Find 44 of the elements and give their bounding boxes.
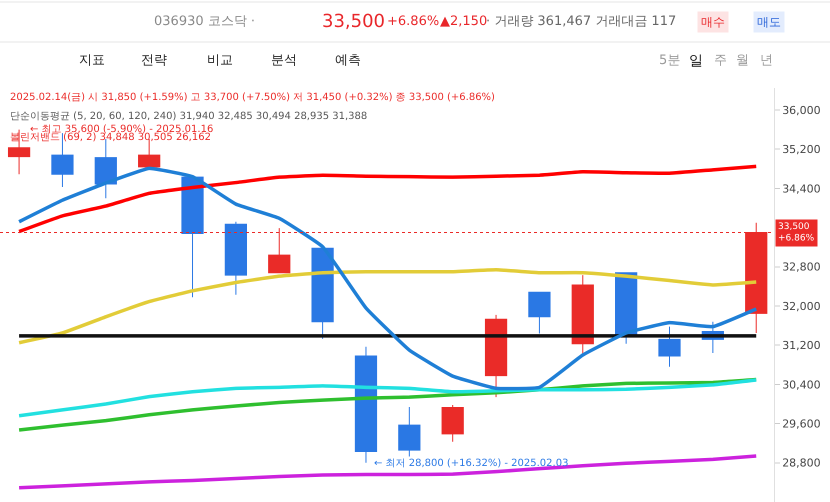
text: 매수 <box>701 15 725 29</box>
line-series <box>17 268 758 345</box>
text: 036930 코스닥 · <box>154 14 256 29</box>
text: 월 <box>736 53 749 68</box>
candlestick <box>181 174 204 298</box>
text: 전략 <box>141 53 167 68</box>
y-tick-label: 35,200 <box>782 143 821 156</box>
ref-line-label: 33,500 +6.86% <box>778 222 815 244</box>
candlestick <box>398 406 420 457</box>
y-tick-label: 30,400 <box>782 378 821 392</box>
y-tick-label: 29,600 <box>782 417 821 430</box>
text: · 거래량 361,467 거래대금 117 <box>486 14 676 29</box>
text: 지표 <box>79 53 105 68</box>
annotation: 단순이동평균 (5, 20, 60, 120, 240) 31,940 32,485 30,494 28,935 31,388 <box>10 111 368 122</box>
line-series <box>17 378 758 418</box>
text: 년 <box>760 53 773 68</box>
candlestick <box>484 314 508 398</box>
annotation: ← 최저 28,800 (+16.32%) - 2025.02.03 <box>374 458 568 469</box>
candlestick <box>311 248 334 340</box>
candlestick <box>572 274 594 356</box>
text: 주 <box>714 53 727 68</box>
text: 예측 <box>335 53 361 68</box>
text: ▲2,150 <box>440 14 488 29</box>
text: 분석 <box>271 53 297 68</box>
text: 일 <box>689 53 703 69</box>
line-series <box>17 164 758 234</box>
text: +6.86% <box>387 14 440 29</box>
candlestick <box>528 292 551 334</box>
y-tick-label: 31,200 <box>782 339 821 352</box>
y-tick-label: 32,000 <box>782 300 821 313</box>
candlestick <box>442 404 464 442</box>
text: 33,500 <box>322 11 385 32</box>
y-tick-label: 32,800 <box>782 260 821 274</box>
y-tick-label: 28,800 <box>782 456 821 470</box>
candlestick <box>224 221 248 296</box>
candlestick <box>658 326 681 368</box>
annotation: 2025.02.14(금) 시 31,850 (+1.59%) 고 33,700 (+7.50%) 저 31,450 (+0.32%) 종 33,500 (+6.86%) <box>10 92 496 103</box>
line-series <box>17 166 758 390</box>
line-series <box>17 454 758 490</box>
y-tick-label: 36,000 <box>782 104 821 117</box>
text: 5분 <box>659 53 680 68</box>
text: 매도 <box>757 15 781 29</box>
y-tick-label: 34,400 <box>782 182 821 196</box>
text: 비교 <box>207 53 233 68</box>
